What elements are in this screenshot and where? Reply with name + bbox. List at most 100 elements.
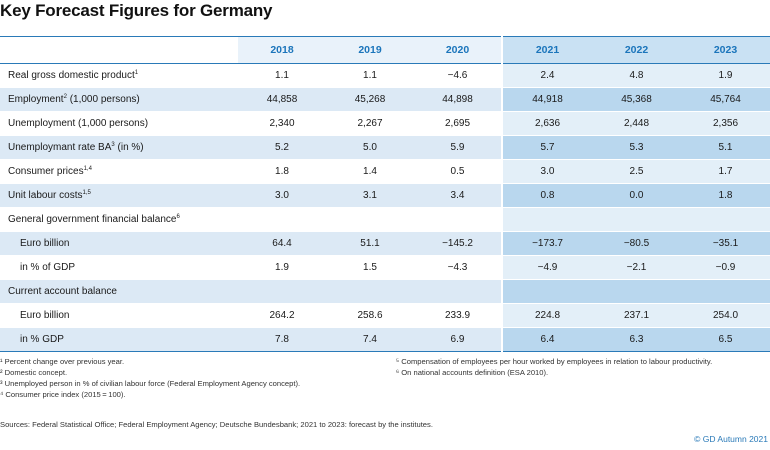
value-cell: 5.0 — [326, 135, 414, 160]
table-row: Employment2 (1,000 persons) 44,858 45,268 4… — [0, 87, 770, 112]
value-cell: 1.8 — [681, 183, 770, 208]
value-cell: 44,858 — [238, 87, 326, 112]
value-cell: −0.9 — [681, 255, 770, 280]
row-label: Unit labour costs1,5 — [0, 183, 238, 208]
value-cell: 254.0 — [681, 303, 770, 328]
year-header: 2023 — [681, 36, 770, 64]
row-label: Euro billion — [0, 231, 238, 256]
footnote: ³ Unemployed person in % of civilian lab… — [0, 379, 301, 388]
row-label-text: Euro billion — [20, 310, 70, 321]
row-label-text: Employment — [8, 94, 64, 105]
value-cell: 3.0 — [238, 183, 326, 208]
footnote: ² Domestic concept. — [0, 368, 68, 377]
value-cell: 0.8 — [501, 183, 592, 208]
value-cell: 1.5 — [326, 255, 414, 280]
value-cell: 5.1 — [681, 135, 770, 160]
header-label-cell — [0, 36, 238, 64]
value-cell: 2,267 — [326, 111, 414, 136]
value-cell: 2,636 — [501, 111, 592, 136]
value-cell: −4.9 — [501, 255, 592, 280]
table-row: Unemploymant rate BA3 (in %) 5.2 5.0 5.9 5.7… — [0, 135, 770, 160]
table-row: Euro billion 264.2 258.6 233.9 224.8 237.1 254… — [0, 303, 770, 328]
value-cell — [326, 279, 414, 304]
value-cell: −35.1 — [681, 231, 770, 256]
row-label-text: Euro billion — [20, 238, 70, 249]
value-cell: 5.3 — [592, 135, 681, 160]
value-cell: 3.4 — [414, 183, 502, 208]
value-cell: 7.8 — [238, 327, 326, 352]
footnote: ⁵ Compensation of employees per hour wor… — [396, 357, 713, 366]
value-cell: 1.9 — [238, 255, 326, 280]
table-row: in % GDP 7.8 7.4 6.9 6.4 6.3 6.5 — [0, 327, 770, 352]
value-cell: 1.9 — [681, 63, 770, 88]
value-cell: 258.6 — [326, 303, 414, 328]
row-label: Employment2 (1,000 persons) — [0, 87, 238, 112]
footnote-marker: 1,4 — [83, 166, 92, 172]
value-cell: 1.4 — [326, 159, 414, 184]
value-cell — [501, 279, 592, 304]
value-cell: 51.1 — [326, 231, 414, 256]
table-row: Current account balance — [0, 279, 770, 304]
row-label-suffix: (1,000 persons) — [66, 94, 140, 105]
value-cell — [592, 279, 681, 304]
table-row: Real gross domestic product1 1.1 1.1 −4.6 2.… — [0, 63, 770, 88]
header-row: 2018 2019 2020 2021 2022 2023 — [0, 36, 770, 64]
value-cell: 5.7 — [501, 135, 592, 160]
footnote-marker: 1,5 — [82, 190, 91, 196]
value-cell: 264.2 — [238, 303, 326, 328]
year-header: 2020 — [414, 36, 502, 64]
value-cell: 6.9 — [414, 327, 502, 352]
row-label: Euro billion — [0, 303, 238, 328]
value-cell: 2.5 — [592, 159, 681, 184]
footnote: ⁴ Consumer price index (2015 = 100). — [0, 390, 126, 399]
footnote: ⁶ On national accounts definition (ESA 2… — [396, 368, 549, 377]
row-label-text: Unit labour costs — [8, 190, 83, 201]
forecast-table: 2018 2019 2020 2021 2022 2023 Real gross… — [0, 36, 770, 352]
value-cell: 2,695 — [414, 111, 502, 136]
row-label-text: Unemployment (1,000 persons) — [8, 118, 149, 129]
year-header: 2022 — [592, 36, 681, 64]
value-cell: 1.1 — [326, 63, 414, 88]
value-cell — [238, 207, 326, 232]
value-cell: −80.5 — [592, 231, 681, 256]
value-cell: 1.1 — [238, 63, 326, 88]
table-row: Consumer prices1,4 1.8 1.4 0.5 3.0 2.5 1.7 — [0, 159, 770, 184]
table-row: Unemployment (1,000 persons) 2,340 2,267 2,… — [0, 111, 770, 136]
value-cell — [681, 279, 770, 304]
value-cell: 237.1 — [592, 303, 681, 328]
row-label: in % of GDP — [0, 255, 238, 280]
value-cell: 7.4 — [326, 327, 414, 352]
year-header: 2019 — [326, 36, 414, 64]
value-cell: 6.4 — [501, 327, 592, 352]
value-cell: 45,268 — [326, 87, 414, 112]
row-label-suffix: (in %) — [114, 142, 144, 153]
value-cell: 2,356 — [681, 111, 770, 136]
row-label-text: in % of GDP — [20, 262, 76, 273]
value-cell: 5.2 — [238, 135, 326, 160]
row-label: Unemploymant rate BA3 (in %) — [0, 135, 238, 160]
footnote-marker: 1 — [134, 70, 139, 76]
row-label-text: General government financial balance — [8, 214, 177, 225]
value-cell: 3.0 — [501, 159, 592, 184]
value-cell: 44,898 — [414, 87, 502, 112]
row-label: Real gross domestic product1 — [0, 63, 238, 88]
row-label-text: Current account balance — [8, 286, 117, 297]
row-label-text: in % GDP — [20, 334, 64, 345]
value-cell — [592, 207, 681, 232]
year-header: 2018 — [238, 36, 326, 64]
value-cell: 233.9 — [414, 303, 502, 328]
footnotes-left: ¹ Percent change over previous year. ² D… — [0, 356, 380, 400]
value-cell: 0.5 — [414, 159, 502, 184]
value-cell: −2.1 — [592, 255, 681, 280]
value-cell — [238, 279, 326, 304]
year-header: 2021 — [501, 36, 592, 64]
value-cell: 64.4 — [238, 231, 326, 256]
value-cell — [501, 207, 592, 232]
value-cell: 5.9 — [414, 135, 502, 160]
row-label: Consumer prices1,4 — [0, 159, 238, 184]
table-body: Real gross domestic product1 1.1 1.1 −4.6 2.… — [0, 63, 770, 352]
footnote-marker: 3 — [111, 142, 115, 148]
value-cell: 45,764 — [681, 87, 770, 112]
row-label: in % GDP — [0, 327, 238, 352]
value-cell: −4.3 — [414, 255, 502, 280]
